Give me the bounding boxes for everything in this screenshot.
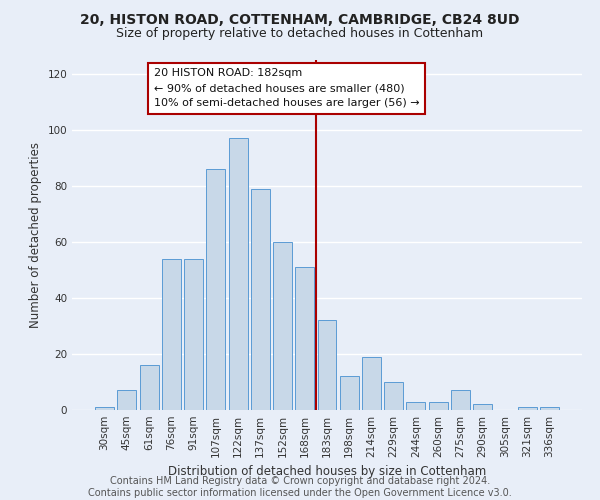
Bar [95,407,114,410]
Bar [540,407,559,410]
Bar [251,189,270,410]
Text: 20 HISTON ROAD: 182sqm
← 90% of detached houses are smaller (480)
10% of semi-de: 20 HISTON ROAD: 182sqm ← 90% of detached… [154,68,419,108]
Text: Size of property relative to detached houses in Cottenham: Size of property relative to detached ho… [116,28,484,40]
Bar [362,357,381,410]
Bar [451,390,470,410]
Bar [340,376,359,410]
Bar [140,365,158,410]
Bar [184,259,203,410]
Bar [118,390,136,410]
Bar [473,404,492,410]
Bar [317,320,337,410]
Bar [429,402,448,410]
Text: Contains HM Land Registry data © Crown copyright and database right 2024.
Contai: Contains HM Land Registry data © Crown c… [88,476,512,498]
Y-axis label: Number of detached properties: Number of detached properties [29,142,42,328]
Bar [206,169,225,410]
Bar [273,242,292,410]
Bar [518,407,536,410]
Bar [229,138,248,410]
Bar [295,267,314,410]
X-axis label: Distribution of detached houses by size in Cottenham: Distribution of detached houses by size … [168,466,486,478]
Text: 20, HISTON ROAD, COTTENHAM, CAMBRIDGE, CB24 8UD: 20, HISTON ROAD, COTTENHAM, CAMBRIDGE, C… [80,12,520,26]
Bar [162,259,181,410]
Bar [384,382,403,410]
Bar [406,402,425,410]
